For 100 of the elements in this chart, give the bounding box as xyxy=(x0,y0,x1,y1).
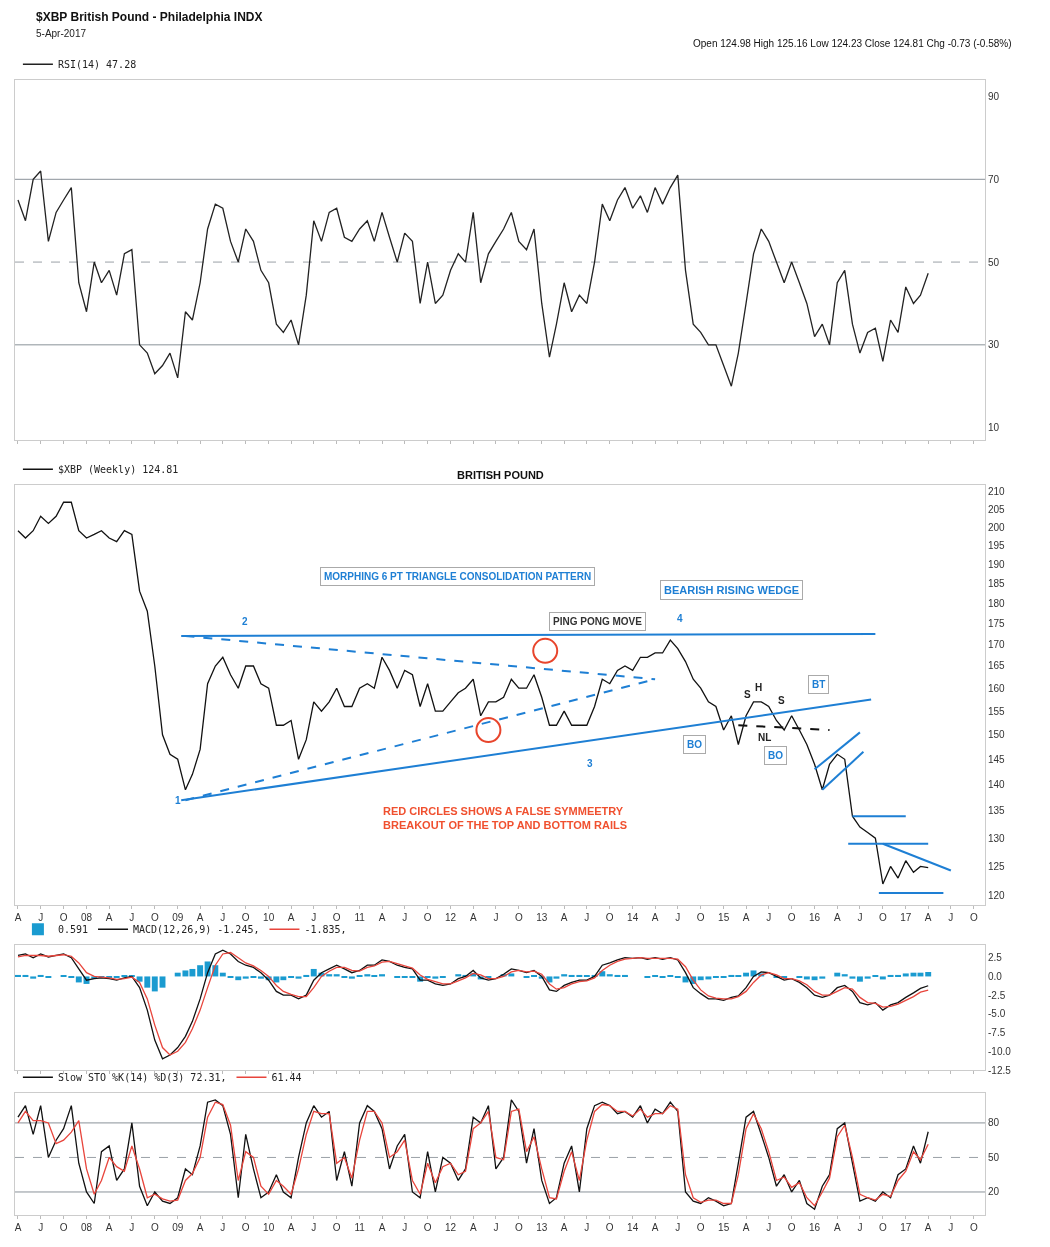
y-tick-label: 165 xyxy=(988,660,1006,672)
x-tick-label: A xyxy=(651,1222,659,1233)
x-tick-label: A xyxy=(105,1222,113,1233)
x-tick-label: A xyxy=(196,1222,204,1233)
x-tick-label: J xyxy=(311,1222,317,1233)
x-tick-label: J xyxy=(402,912,408,923)
y-tick-label: 145 xyxy=(988,753,1006,765)
y-tick-label: 130 xyxy=(988,832,1006,844)
x-tick-label: 12 xyxy=(444,1222,457,1233)
y-tick-label: 2.5 xyxy=(988,952,1003,964)
x-tick-label: 17 xyxy=(900,1222,912,1233)
x-tick-label: A xyxy=(378,912,386,923)
x-tick-label: O xyxy=(605,912,614,923)
x-tick-label: A xyxy=(378,1222,386,1233)
y-tick-label: 175 xyxy=(988,617,1006,629)
x-tick-label: J xyxy=(493,912,499,923)
x-tick-label: J xyxy=(38,1222,44,1233)
y-tick-label: 185 xyxy=(988,577,1006,589)
legend-label: Slow STO %K(14) %D(3) 72.31, xyxy=(57,1072,227,1084)
chart-title: BRITISH POUND xyxy=(457,469,544,481)
x-tick-label: J xyxy=(402,1222,408,1233)
y-tick-label: 205 xyxy=(988,503,1006,515)
x-tick-label: A xyxy=(833,1222,841,1233)
y-tick-label: -5.0 xyxy=(988,1008,1006,1020)
annotation: PING PONG MOVE xyxy=(553,616,643,627)
y-tick-label: 0.0 xyxy=(988,970,1003,982)
x-tick-label: J xyxy=(857,1222,863,1233)
y-tick-label: 195 xyxy=(988,539,1006,551)
annotation: RED CIRCLES SHOWS A FALSE SYMMEETRY BREAKOUT OF THE TOP AND BOTTOM RAILS xyxy=(383,805,628,832)
x-tick-label: A xyxy=(469,1222,477,1233)
y-tick-label: 180 xyxy=(988,597,1006,609)
y-tick-label: -2.5 xyxy=(988,989,1006,1001)
legend-label: RSI(14) 47.28 xyxy=(57,59,137,71)
x-tick-label: J xyxy=(948,912,954,923)
x-tick-label: A xyxy=(742,1222,750,1233)
x-tick-label: O xyxy=(59,1222,68,1233)
x-tick-label: J xyxy=(766,912,772,923)
x-tick-label: J xyxy=(857,912,863,923)
y-tick-label: 135 xyxy=(988,805,1006,817)
x-tick-label: A xyxy=(651,912,659,923)
x-tick-label: J xyxy=(584,1222,590,1233)
x-tick-label: J xyxy=(311,912,317,923)
y-tick-label: 170 xyxy=(988,638,1006,650)
x-tick-label: J xyxy=(129,912,135,923)
x-tick-label: J xyxy=(493,1222,499,1233)
y-tick-label: -10.0 xyxy=(988,1045,1012,1057)
chart-title: $XBP British Pound - Philadelphia INDX xyxy=(36,10,263,24)
x-tick-label: A xyxy=(560,1222,568,1233)
x-tick-label: 10 xyxy=(263,912,275,923)
annotation: NL xyxy=(758,732,772,743)
y-tick-label: 30 xyxy=(988,339,1000,351)
annotation: 1 xyxy=(175,795,181,806)
chart-subtitle: 5-Apr-2017 xyxy=(36,28,87,39)
x-tick-label: 11 xyxy=(354,1222,366,1233)
x-tick-label: A xyxy=(742,912,750,923)
x-tick-label: 16 xyxy=(809,1222,821,1233)
x-tick-label: A xyxy=(105,912,113,923)
x-tick-label: A xyxy=(287,912,295,923)
x-tick-label: O xyxy=(241,912,250,923)
x-tick-label: O xyxy=(241,1222,250,1233)
x-tick-label: A xyxy=(14,1222,22,1233)
x-tick-label: 08 xyxy=(80,1222,93,1233)
y-tick-label: 50 xyxy=(988,256,1000,268)
x-tick-label: J xyxy=(675,912,681,923)
x-tick-label: A xyxy=(560,912,568,923)
x-tick-label: O xyxy=(59,912,68,923)
annotation: BEARISH RISING WEDGE xyxy=(664,584,800,596)
y-tick-label: 140 xyxy=(988,779,1006,791)
x-tick-label: A xyxy=(196,912,204,923)
legend-label: -1.835, xyxy=(304,924,347,936)
x-tick-label: J xyxy=(220,912,226,923)
x-tick-label: J xyxy=(220,1222,226,1233)
annotation: BO xyxy=(687,739,703,750)
y-tick-label: -7.5 xyxy=(988,1027,1006,1039)
y-tick-label: 10 xyxy=(988,422,1000,434)
y-tick-label: 50 xyxy=(988,1151,1000,1163)
x-tick-label: J xyxy=(129,1222,135,1233)
x-tick-label: 15 xyxy=(718,912,730,923)
x-tick-label: J xyxy=(675,1222,681,1233)
x-tick-label: 14 xyxy=(627,1222,639,1233)
x-tick-label: O xyxy=(787,912,796,923)
x-tick-label: J xyxy=(584,912,590,923)
x-tick-label: O xyxy=(696,912,705,923)
y-tick-label: 90 xyxy=(988,91,1000,103)
x-tick-label: 11 xyxy=(354,912,366,923)
x-tick-label: O xyxy=(605,1222,614,1233)
x-tick-label: 15 xyxy=(718,1222,730,1233)
annotation: MORPHING 6 PT TRIANGLE CONSOLIDATION PATTERN xyxy=(324,571,592,582)
x-tick-label: O xyxy=(787,1222,796,1233)
x-tick-label: 09 xyxy=(172,1222,184,1233)
legend-label: 0.591 xyxy=(57,924,89,936)
x-tick-label: A xyxy=(14,912,22,923)
x-tick-label: O xyxy=(150,912,159,923)
x-tick-label: 17 xyxy=(900,912,912,923)
x-tick-label: O xyxy=(969,1222,978,1233)
x-tick-label: 10 xyxy=(263,1222,275,1233)
x-tick-label: O xyxy=(423,912,432,923)
x-tick-label: O xyxy=(332,912,341,923)
y-tick-label: 120 xyxy=(988,890,1006,902)
y-tick-label: 70 xyxy=(988,173,1000,185)
